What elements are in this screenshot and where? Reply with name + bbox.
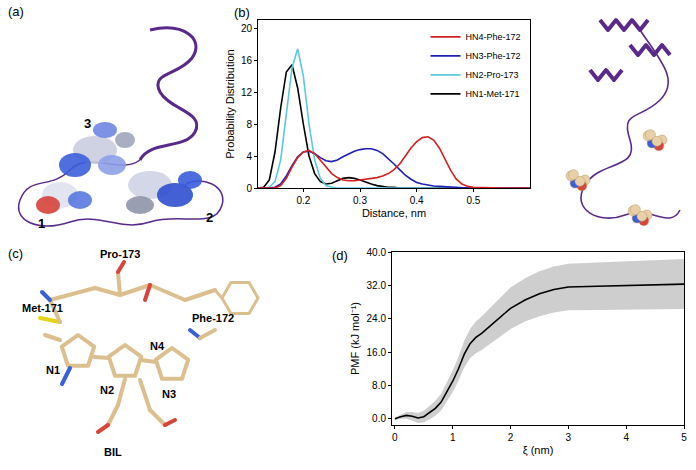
svg-text:Met-171: Met-171 [22, 302, 63, 314]
svg-text:PMF (kJ mol⁻¹): PMF (kJ mol⁻¹) [349, 302, 361, 375]
svg-text:Pro-173: Pro-173 [100, 248, 140, 260]
svg-text:16: 16 [241, 55, 253, 66]
svg-text:0.0: 0.0 [372, 413, 386, 424]
svg-text:0.5: 0.5 [466, 195, 480, 206]
svg-text:Distance, nm: Distance, nm [362, 207, 426, 219]
svg-text:8.0: 8.0 [372, 380, 386, 391]
svg-text:16.0: 16.0 [367, 347, 387, 358]
svg-text:3: 3 [566, 432, 572, 443]
svg-text:(c): (c) [8, 246, 23, 261]
svg-text:ξ (nm): ξ (nm) [523, 444, 554, 456]
svg-text:20: 20 [241, 23, 253, 34]
svg-text:5: 5 [681, 432, 687, 443]
svg-text:0.3: 0.3 [353, 195, 367, 206]
svg-text:40.0: 40.0 [367, 247, 387, 258]
svg-text:0: 0 [246, 183, 252, 194]
svg-text:N1: N1 [46, 364, 60, 376]
svg-text:4: 4 [246, 151, 252, 162]
svg-text:HN4-Phe-172: HN4-Phe-172 [466, 32, 521, 42]
svg-text:12: 12 [241, 87, 253, 98]
svg-text:BIL: BIL [104, 446, 122, 458]
svg-text:0: 0 [392, 432, 398, 443]
svg-text:HN2-Pro-173: HN2-Pro-173 [466, 70, 519, 80]
svg-text:8: 8 [246, 119, 252, 130]
svg-text:N3: N3 [162, 388, 176, 400]
svg-text:(a): (a) [8, 4, 24, 19]
svg-text:2: 2 [206, 210, 213, 225]
svg-text:N4: N4 [150, 340, 165, 352]
svg-text:1: 1 [38, 216, 45, 231]
svg-text:1: 1 [450, 432, 456, 443]
svg-text:(b): (b) [234, 5, 250, 20]
svg-text:0.2: 0.2 [296, 195, 310, 206]
svg-text:N2: N2 [100, 384, 114, 396]
svg-text:Probability Distribution: Probability Distribution [224, 49, 236, 158]
svg-text:0.4: 0.4 [410, 195, 424, 206]
svg-text:HN1-Met-171: HN1-Met-171 [466, 89, 520, 99]
svg-text:2: 2 [508, 432, 514, 443]
svg-text:3: 3 [84, 116, 91, 131]
svg-text:32.0: 32.0 [367, 280, 387, 291]
svg-text:4: 4 [623, 432, 629, 443]
svg-text:(d): (d) [332, 248, 348, 263]
svg-text:Phe-172: Phe-172 [192, 312, 234, 324]
svg-text:HN3-Phe-172: HN3-Phe-172 [466, 51, 521, 61]
svg-text:24.0: 24.0 [367, 313, 387, 324]
